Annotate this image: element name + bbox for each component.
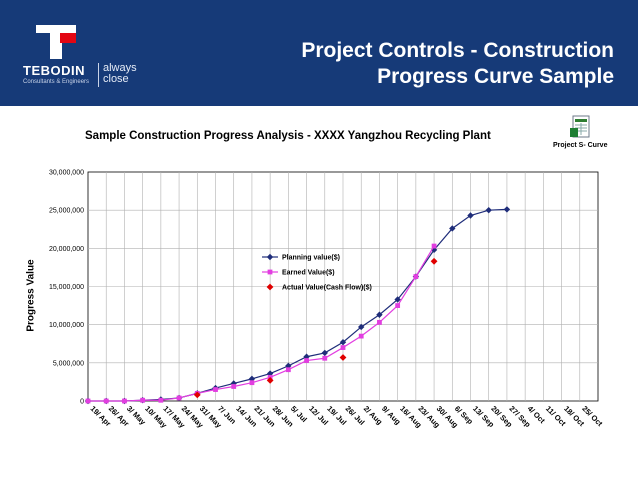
data-point-series-0 [339, 339, 347, 346]
data-point-series-0 [485, 206, 492, 214]
logo-tagline: always close [103, 63, 137, 85]
y-tick-label: 25,000,000 [49, 208, 84, 215]
data-point-series-1 [122, 398, 127, 404]
data-point-series-0 [376, 311, 383, 318]
data-point-series-1 [395, 303, 401, 308]
logo-tagline-2: close [103, 73, 129, 85]
data-point-series-1 [158, 397, 164, 403]
data-point-series-2 [430, 257, 438, 265]
attachment-label[interactable]: Project S- Curve [553, 142, 608, 149]
y-tick-label: 0 [80, 399, 84, 406]
data-point-series-0 [449, 225, 456, 232]
legend-label: Earned Value($) [282, 270, 335, 277]
data-point-series-1 [85, 398, 91, 404]
tebodin-logo-mark-icon [36, 25, 76, 59]
legend-marker [266, 283, 274, 291]
data-point-series-1 [103, 398, 109, 404]
y-tick-label: 15,000,000 [49, 284, 84, 291]
x-tick-label: 2/ Aug [362, 404, 385, 427]
data-point-series-2 [266, 376, 274, 384]
data-point-series-1 [322, 355, 328, 361]
data-point-series-0 [321, 349, 328, 357]
y-tick-label: 30,000,000 [49, 170, 84, 177]
data-point-series-0 [394, 296, 401, 303]
data-point-series-1 [176, 395, 182, 401]
data-point-series-1 [431, 243, 437, 249]
data-point-series-1 [304, 358, 309, 363]
header-banner: TEBODIN Consultants & Engineers always c… [0, 0, 638, 106]
data-point-series-1 [140, 397, 146, 403]
legend-marker [267, 269, 273, 275]
data-point-series-1 [285, 367, 291, 373]
legend-marker [266, 253, 274, 261]
data-point-series-1 [358, 333, 364, 339]
series-line-1 [88, 245, 435, 402]
chart-title: Sample Construction Progress Analysis - … [85, 130, 491, 142]
data-point-series-0 [467, 212, 474, 219]
data-point-series-1 [377, 319, 382, 325]
y-tick-label: 10,000,000 [49, 322, 84, 329]
logo-subtitle: Consultants & Engineers [23, 79, 90, 85]
x-tick-label: 19/ Jul [325, 404, 348, 427]
x-tick-label: 26/ Jul [344, 404, 367, 427]
x-tick-label: 9/ Aug [380, 404, 403, 427]
legend-label: Actual Value(Cash Flow)($) [282, 285, 372, 292]
data-point-series-0 [503, 206, 511, 213]
page-title-line-2: Progress Curve Sample [377, 65, 614, 88]
page-title-line-1: Project Controls - Construction [301, 39, 614, 62]
logo-name: TEBODIN [23, 63, 85, 78]
data-point-series-2 [339, 354, 347, 361]
x-tick-label: 25/ Oct [580, 404, 604, 428]
progress-chart: 0 5,000,000 10,000,000 15,000,000 20,000,000… [49, 170, 605, 431]
data-point-series-1 [249, 380, 255, 386]
data-point-series-1 [413, 274, 419, 279]
logo-tagline-1: always [103, 62, 137, 74]
page-title: Project Controls - Construction Progress… [194, 38, 614, 90]
y-tick-label: 20,000,000 [49, 246, 84, 253]
data-point-series-1 [340, 345, 346, 350]
logo-separator [98, 63, 99, 87]
data-point-series-0 [358, 323, 365, 331]
company-logo: TEBODIN Consultants & Engineers always c… [12, 13, 137, 95]
spreadsheet-icon[interactable] [570, 115, 592, 139]
data-point-series-2 [193, 391, 201, 399]
y-tick-label: 5,000,000 [53, 360, 84, 367]
data-point-series-1 [213, 387, 218, 392]
legend-label: Planning value($) [282, 255, 340, 262]
x-tick-label: 12/ Jul [307, 404, 330, 427]
data-point-series-1 [231, 384, 237, 389]
